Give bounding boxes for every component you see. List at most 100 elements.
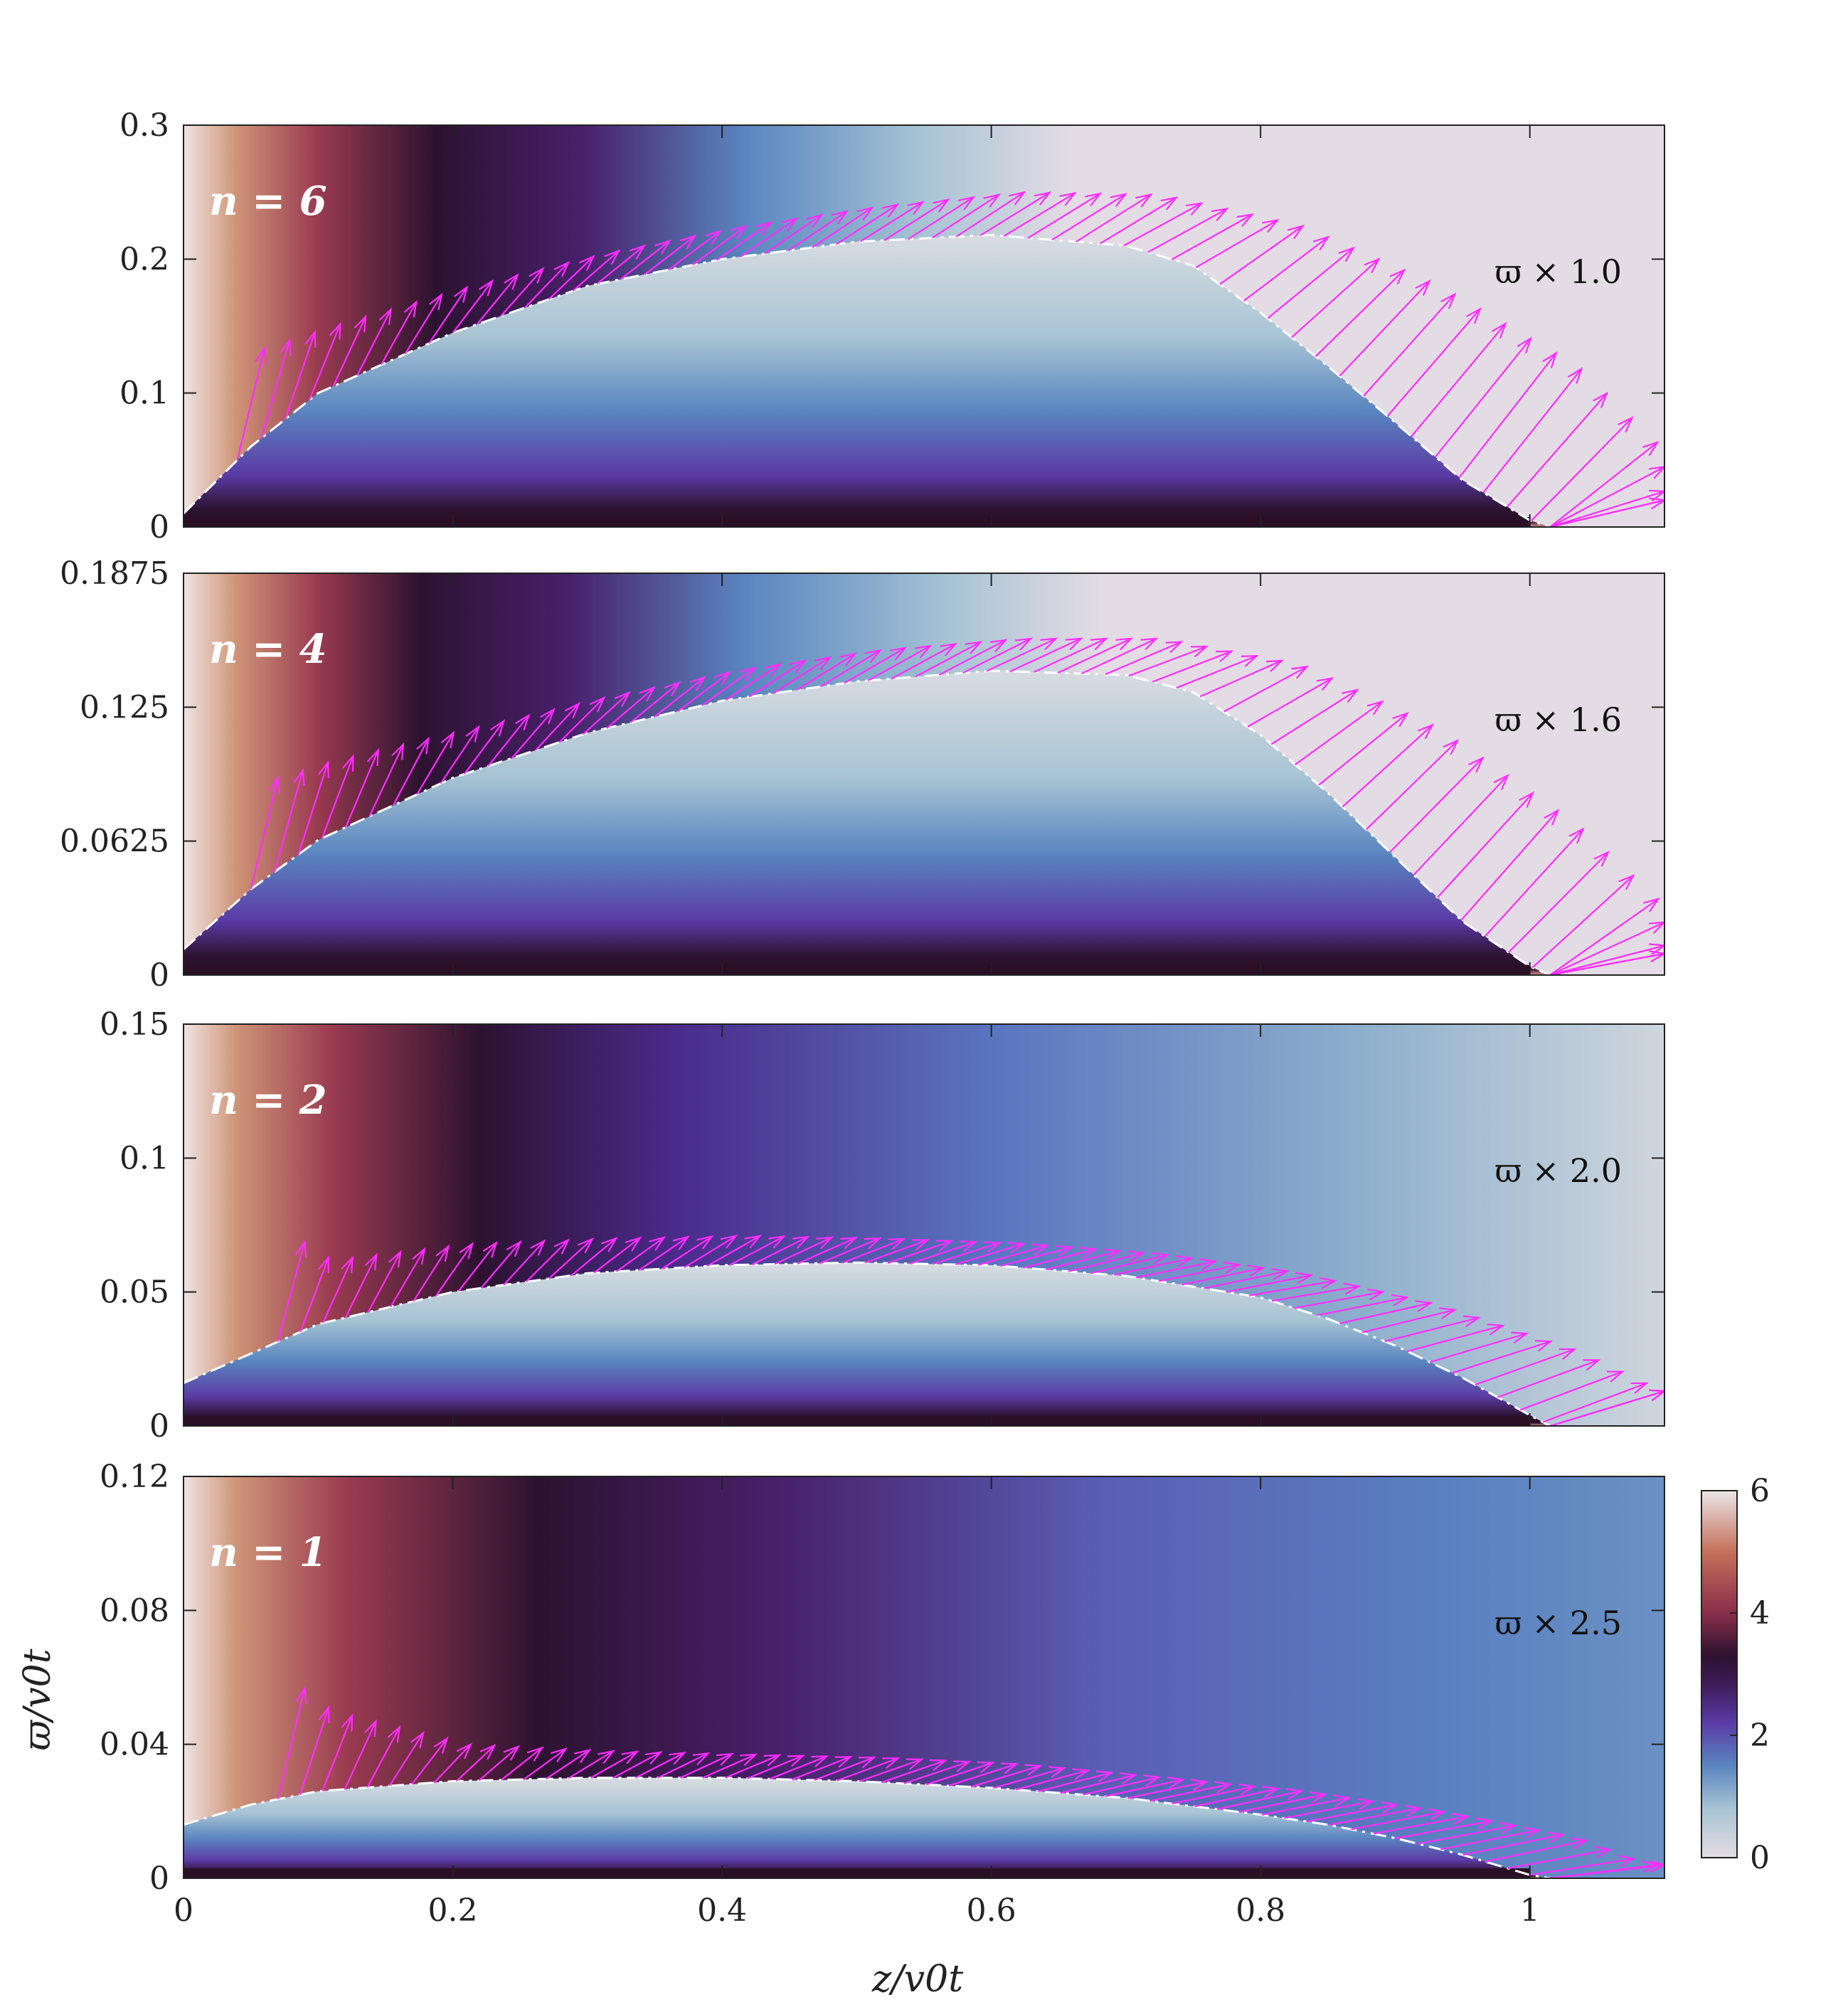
arrow-head [1381, 1801, 1399, 1814]
arrow-head [1648, 489, 1664, 502]
arrow-head [1648, 921, 1664, 935]
y-tick-label: 0 [149, 957, 169, 994]
arrow-head [1618, 1855, 1636, 1868]
arrow-head [416, 736, 430, 755]
velocity-arrow [299, 1707, 329, 1795]
velocity-arrow [1080, 637, 1157, 675]
velocity-arrow [1549, 442, 1658, 527]
velocity-arrow [925, 1762, 994, 1786]
arrow-head [1534, 1340, 1553, 1352]
arrow-head [664, 681, 681, 697]
velocity-arrow [1549, 466, 1664, 527]
velocity-arrow [1507, 1848, 1610, 1870]
arrow-head [364, 1252, 378, 1271]
velocity-arrow [478, 1746, 519, 1782]
arrow-head [364, 1719, 377, 1737]
velocity-arrow [668, 230, 721, 271]
arrow-head [669, 1752, 687, 1765]
arrow-head [529, 267, 545, 284]
arrow-head [1428, 1808, 1446, 1821]
velocity-arrow [1294, 701, 1383, 766]
velocity-arrow [1099, 196, 1177, 245]
velocity-arrow [1531, 875, 1634, 969]
arrow-head [1466, 307, 1482, 324]
velocity-arrow [1339, 280, 1430, 377]
velocity-arrow [933, 1242, 1000, 1265]
arrow-head [1404, 1804, 1423, 1817]
velocity-arrow [661, 1235, 713, 1269]
x-tick-label: 0.6 [967, 1892, 1016, 1929]
velocity-arrow [1384, 1316, 1480, 1343]
arrow-head [403, 299, 418, 318]
velocity-arrow [1248, 1279, 1335, 1297]
arrow-head [1343, 1282, 1361, 1295]
arrow-head [679, 234, 697, 250]
velocity-arrow [1328, 1807, 1420, 1826]
velocity-arrow [970, 1764, 1041, 1788]
arrow-head [598, 1750, 615, 1764]
arrow-head [1568, 827, 1585, 844]
velocity-arrow [1204, 1270, 1287, 1289]
arrow-head [515, 713, 531, 730]
y-tick-label: 0.1 [120, 1140, 169, 1176]
arrow-head [1417, 723, 1435, 740]
velocity-arrow [1361, 1309, 1455, 1333]
colorbar-tick-label: 2 [1750, 1718, 1770, 1754]
arrow-head [1160, 196, 1179, 211]
arrow-head [506, 1240, 522, 1257]
arrow-head [1366, 700, 1384, 715]
arrow-field [236, 191, 1664, 527]
arrow-head [1031, 1243, 1050, 1256]
arrow-head [977, 1761, 995, 1774]
arrow-head [1140, 637, 1159, 651]
arrow-head [1491, 321, 1507, 339]
velocity-arrow [1549, 490, 1664, 527]
velocity-arrow [1342, 724, 1433, 808]
arrow-head [1216, 650, 1234, 663]
velocity-arrow [1291, 258, 1380, 339]
arrow-head [1517, 336, 1533, 353]
arrow-head [479, 1744, 496, 1760]
arrow-head [1262, 1786, 1280, 1798]
velocity-arrow [548, 255, 595, 300]
arrow-head [1364, 257, 1381, 274]
velocity-arrow [367, 1251, 402, 1313]
y-tick-label: 0.15 [100, 1006, 169, 1043]
velocity-arrow [1519, 1370, 1623, 1411]
arrow-head [834, 1756, 853, 1768]
arrow-head [933, 198, 950, 213]
velocity-arrow [321, 755, 354, 839]
velocity-arrow [277, 1688, 306, 1800]
arrow-head [787, 1755, 805, 1767]
velocity-arrow [344, 1254, 378, 1319]
y-tick-label: 0.1875 [60, 555, 169, 592]
arrow-head [915, 644, 933, 659]
arrow-head [412, 1247, 426, 1265]
arrow-head [453, 285, 469, 303]
arrow-head [1090, 637, 1108, 651]
velocity-arrow [1226, 1274, 1312, 1293]
velocity-arrow [1365, 740, 1458, 831]
arrow-head [1567, 366, 1583, 384]
arrow-head [577, 1237, 594, 1254]
velocity-arrow [701, 666, 755, 707]
velocity-arrow [1386, 308, 1481, 417]
arrow-head [1065, 637, 1083, 651]
arrow-head [730, 225, 748, 240]
velocity-arrow [1239, 1794, 1326, 1813]
arrow-head [1338, 246, 1356, 262]
arrow-head [1175, 1255, 1194, 1267]
y-tick-label: 0.08 [100, 1592, 169, 1629]
velocity-arrow [1507, 393, 1608, 508]
velocity-arrow [440, 726, 479, 784]
boundary-curve [184, 1261, 1551, 1426]
velocity-arrow [1435, 338, 1531, 458]
velocity-arrow [416, 732, 455, 795]
arrow-head [965, 641, 983, 654]
arrow-head [1191, 1779, 1209, 1791]
y-tick-label: 0.0625 [60, 824, 169, 860]
velocity-arrow [582, 692, 630, 735]
velocity-arrow [1023, 1248, 1096, 1269]
arrow-head [614, 691, 631, 707]
velocity-arrow [1128, 646, 1207, 677]
